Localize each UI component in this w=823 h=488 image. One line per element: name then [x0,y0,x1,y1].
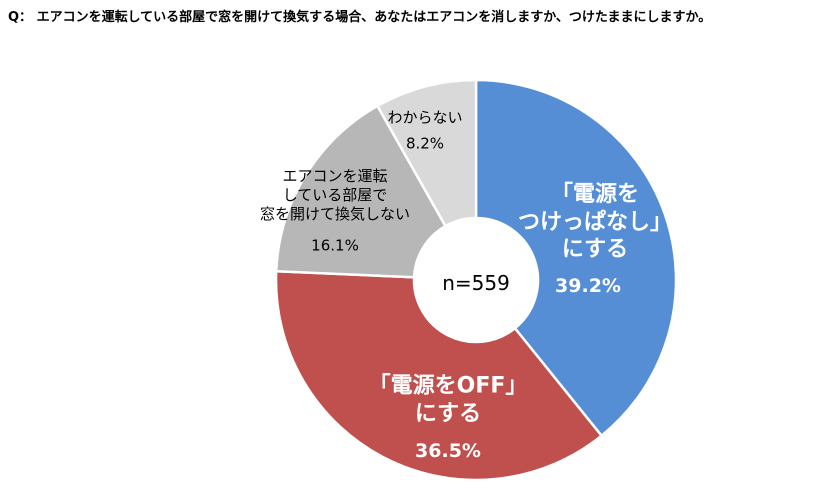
donut-segment [474,78,678,438]
center-label: n=559 [442,271,510,295]
chart-title: Q： エアコンを運転している部屋で窓を開けて換気する場合、あなたはエアコンを消し… [8,10,712,25]
value-label: 36.5% [415,440,481,463]
value-label: 39.2% [555,275,621,298]
donut-segment [274,269,604,482]
donut-segment [274,104,448,279]
segment-label: エアコンを運転 している部屋で 窓を開けて換気しない [259,166,411,223]
segment-label: 「電源を つけっぱなし」 にする [517,181,673,262]
value-label: 8.2% [405,134,445,153]
value-label: 16.1% [311,236,359,255]
donut-segment [375,78,478,228]
segment-label: わからない [387,108,463,127]
segment-label: 「電源をOFF」 にする [368,373,528,427]
